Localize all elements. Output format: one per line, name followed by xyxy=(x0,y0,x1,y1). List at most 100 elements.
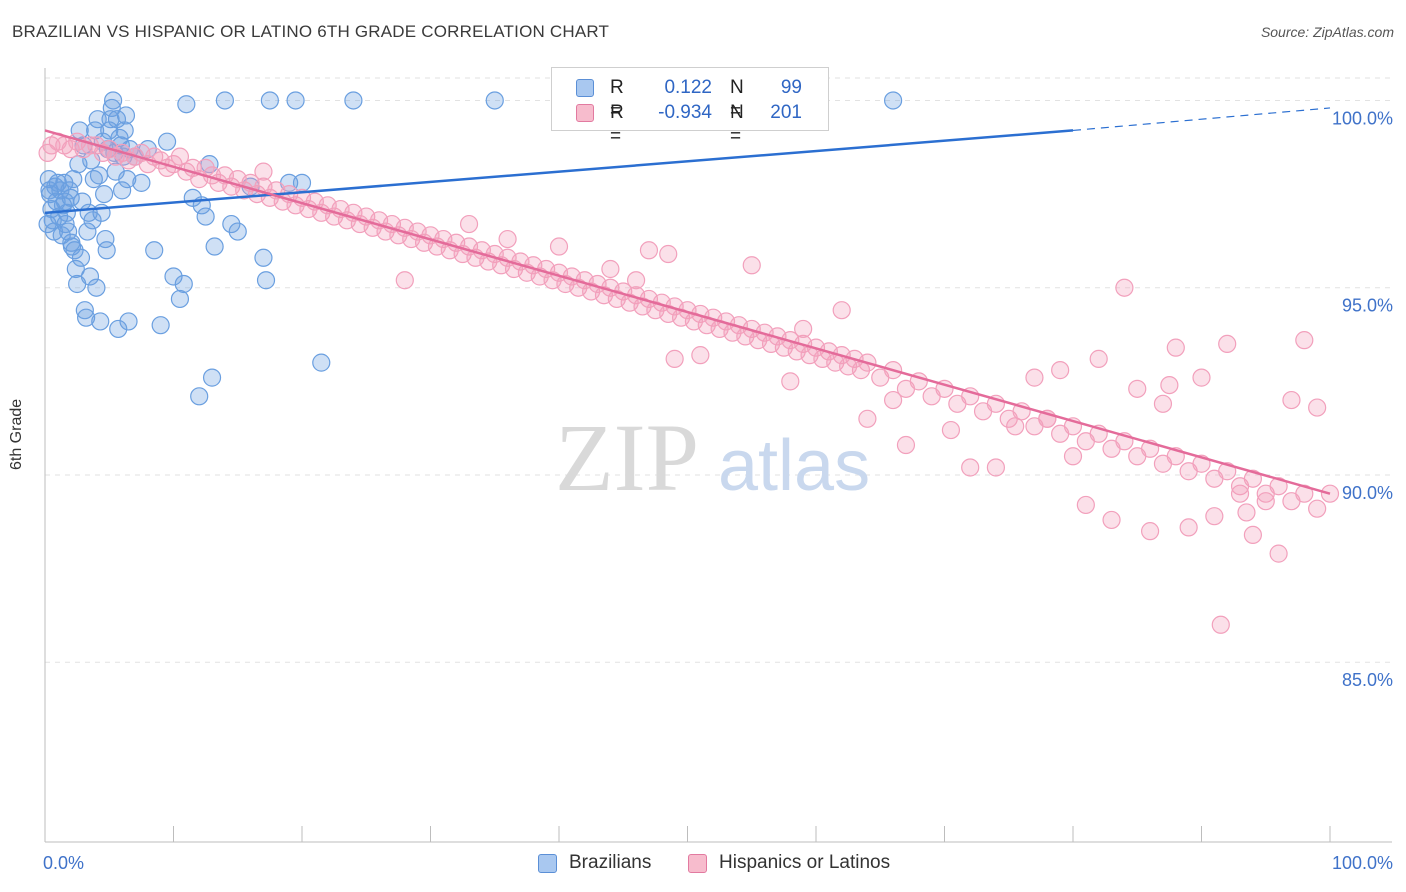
brazilian-point xyxy=(174,274,193,294)
hispanic-point xyxy=(1160,375,1179,395)
trend-lines xyxy=(44,107,1331,495)
hispanic-point xyxy=(1051,361,1070,380)
brazilian-point xyxy=(109,319,128,339)
legend-swatch-brazilians xyxy=(576,79,594,97)
y-tick-label: 95.0% xyxy=(1342,296,1393,316)
legend-label-brazilians: Brazilians xyxy=(569,852,652,873)
hispanic-point xyxy=(1256,492,1275,511)
y-tick-label: 90.0% xyxy=(1342,483,1393,503)
hispanic-point xyxy=(659,244,678,264)
brazilian-point xyxy=(118,170,137,189)
hispanic-point xyxy=(986,458,1006,477)
hispanic-point xyxy=(170,147,190,166)
brazilian-point xyxy=(88,110,107,129)
brazilian-point xyxy=(190,387,209,406)
brazilian-point xyxy=(485,91,504,110)
brazilian-point xyxy=(157,132,177,151)
hispanic-point xyxy=(1282,390,1301,410)
brazilian-point xyxy=(89,166,109,185)
brazilian-point xyxy=(77,308,96,327)
y-tick-label: 100.0% xyxy=(1332,108,1393,128)
hispanic-point xyxy=(1230,484,1250,503)
brazilian-point xyxy=(71,248,91,267)
brazilian-point xyxy=(104,91,123,110)
tick-labels: 100.0% 95.0% 90.0% 85.0% 0.0% 100.0% xyxy=(43,108,1393,873)
hispanic-point xyxy=(601,259,620,279)
brazilian-point xyxy=(164,267,183,286)
brazilian-point xyxy=(75,301,94,320)
brazilian-point xyxy=(151,316,170,335)
hispanics-points xyxy=(38,132,1340,634)
brazilian-point xyxy=(78,222,97,241)
legend-swatch-hispanics xyxy=(576,104,594,122)
hispanic-point xyxy=(832,301,851,320)
hispanic-point xyxy=(1153,394,1173,413)
brazilian-point xyxy=(202,368,222,387)
brazilian-point xyxy=(55,192,75,211)
hispanic-point xyxy=(1237,503,1256,522)
hispanic-point xyxy=(794,319,813,339)
hispanic-point xyxy=(961,458,980,477)
hispanic-point xyxy=(858,409,877,428)
brazilian-point xyxy=(70,121,89,140)
brazilian-point xyxy=(222,214,241,234)
brazilian-point xyxy=(344,91,363,110)
hispanic-point xyxy=(883,390,903,410)
brazilian-point xyxy=(87,278,106,297)
brazilian-point xyxy=(40,181,59,200)
brazilian-point xyxy=(145,241,164,260)
brazilian-point xyxy=(205,237,224,256)
y-axis-title: 6th Grade xyxy=(8,398,25,470)
hispanic-point xyxy=(896,435,916,455)
brazilian-point xyxy=(177,95,196,114)
hispanic-point xyxy=(665,349,684,368)
correlation-legend: R = 0.122 N = 99 R = -0.934 N = 201 xyxy=(551,67,829,147)
hispanic-point xyxy=(254,162,273,181)
brazilian-point xyxy=(80,267,100,286)
grid-lines xyxy=(45,77,1392,663)
brazilian-point xyxy=(97,241,116,260)
hispanic-point xyxy=(742,256,761,275)
hispanic-point xyxy=(1243,469,1263,488)
brazilian-point xyxy=(62,233,81,252)
hispanic-point xyxy=(459,214,479,234)
x-tick-label-right: 100.0% xyxy=(1332,853,1393,873)
hispanic-point xyxy=(1269,477,1288,496)
hispanic-point xyxy=(1179,518,1198,537)
brazilian-point xyxy=(102,98,121,118)
watermark-atlas: atlas xyxy=(718,426,870,506)
brazilian-point xyxy=(256,271,276,290)
legend-swatch-brazilians xyxy=(538,854,557,873)
hispanic-point xyxy=(1218,334,1237,354)
brazilian-point xyxy=(119,312,138,331)
n-label: N = xyxy=(730,77,744,122)
brazilian-point xyxy=(260,91,279,110)
r-value: -0.934 xyxy=(658,102,712,123)
hispanic-point xyxy=(639,241,659,260)
source-credit: Source: ZipAtlas.com xyxy=(1260,24,1394,40)
hispanics-trend-line xyxy=(44,129,1331,495)
hispanic-point xyxy=(1166,338,1185,357)
hispanic-point xyxy=(1006,417,1025,436)
brazilian-point xyxy=(312,353,331,372)
brazilian-point xyxy=(115,121,134,140)
hispanic-point xyxy=(549,237,569,256)
hispanic-point xyxy=(498,229,517,249)
hispanic-point xyxy=(626,271,646,290)
hispanic-point xyxy=(1243,525,1263,545)
hispanic-point xyxy=(1063,447,1083,466)
hispanic-point xyxy=(1269,544,1288,563)
brazilian-point xyxy=(170,289,190,309)
brazilian-point xyxy=(196,207,215,226)
hispanic-point xyxy=(691,346,710,365)
brazilian-point xyxy=(254,248,273,267)
brazilian-point xyxy=(132,173,151,192)
brazilian-point xyxy=(286,91,305,110)
r-value: 0.122 xyxy=(664,77,712,98)
brazilians-trend-extension xyxy=(1072,107,1331,132)
legend-swatch-hispanics xyxy=(688,854,707,873)
y-tick-label: 85.0% xyxy=(1342,670,1393,690)
hispanic-point xyxy=(1295,331,1314,350)
r-label: R = xyxy=(610,77,624,122)
hispanic-point xyxy=(1115,278,1134,297)
